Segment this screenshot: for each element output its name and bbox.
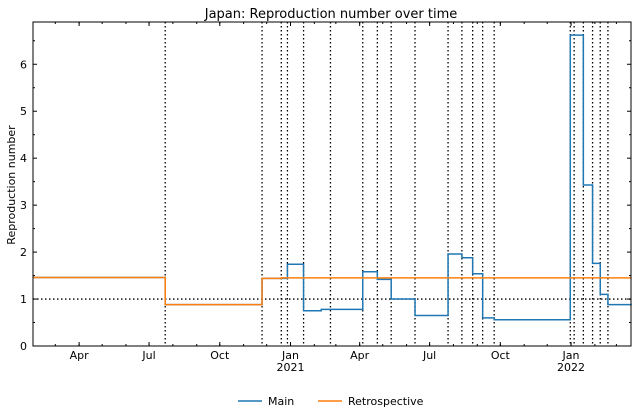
x-tick-label: Jan: [562, 349, 580, 362]
y-tick-label: 5: [20, 105, 27, 118]
series-line-main: [33, 34, 632, 321]
series-line-retrospective: [33, 276, 632, 306]
x-tick-label: Jul: [422, 349, 436, 362]
legend: Main Retrospective: [238, 395, 424, 408]
y-tick-label: 0: [20, 340, 27, 353]
plot-frame: [32, 21, 632, 347]
y-tick-label: 6: [20, 58, 27, 71]
x-tick-label: Oct: [210, 349, 230, 362]
x-tick-year-label: 2021: [276, 361, 304, 374]
x-tick-label: Oct: [491, 349, 511, 362]
x-tick-label: Apr: [350, 349, 370, 362]
legend-label-retrospective: Retrospective: [348, 395, 424, 408]
y-tick-label: 4: [20, 152, 27, 165]
x-tick-label: Jan: [281, 349, 299, 362]
x-tick-label: Apr: [70, 349, 90, 362]
chart-title: Japan: Reproduction number over time: [204, 7, 458, 22]
y-tick-label: 3: [20, 199, 27, 212]
x-tick-year-label: 2022: [557, 361, 585, 374]
y-axis-label: Reproduction number: [5, 125, 18, 245]
y-tick-label: 2: [20, 246, 27, 259]
x-tick-label: Jul: [141, 349, 155, 362]
legend-label-main: Main: [268, 395, 294, 408]
y-tick-label: 1: [20, 293, 27, 306]
